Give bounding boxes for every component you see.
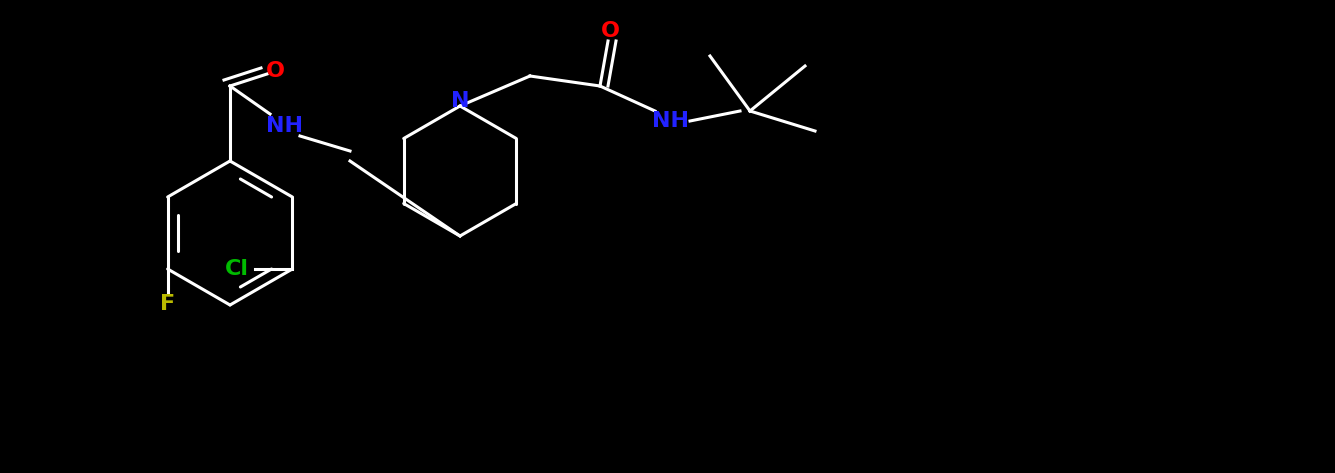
Text: O: O (266, 61, 284, 81)
Text: O: O (601, 21, 619, 41)
Text: NH: NH (651, 111, 689, 131)
Text: F: F (160, 294, 175, 314)
Text: Cl: Cl (226, 259, 250, 279)
Text: N: N (451, 91, 469, 111)
Text: NH: NH (267, 116, 303, 136)
